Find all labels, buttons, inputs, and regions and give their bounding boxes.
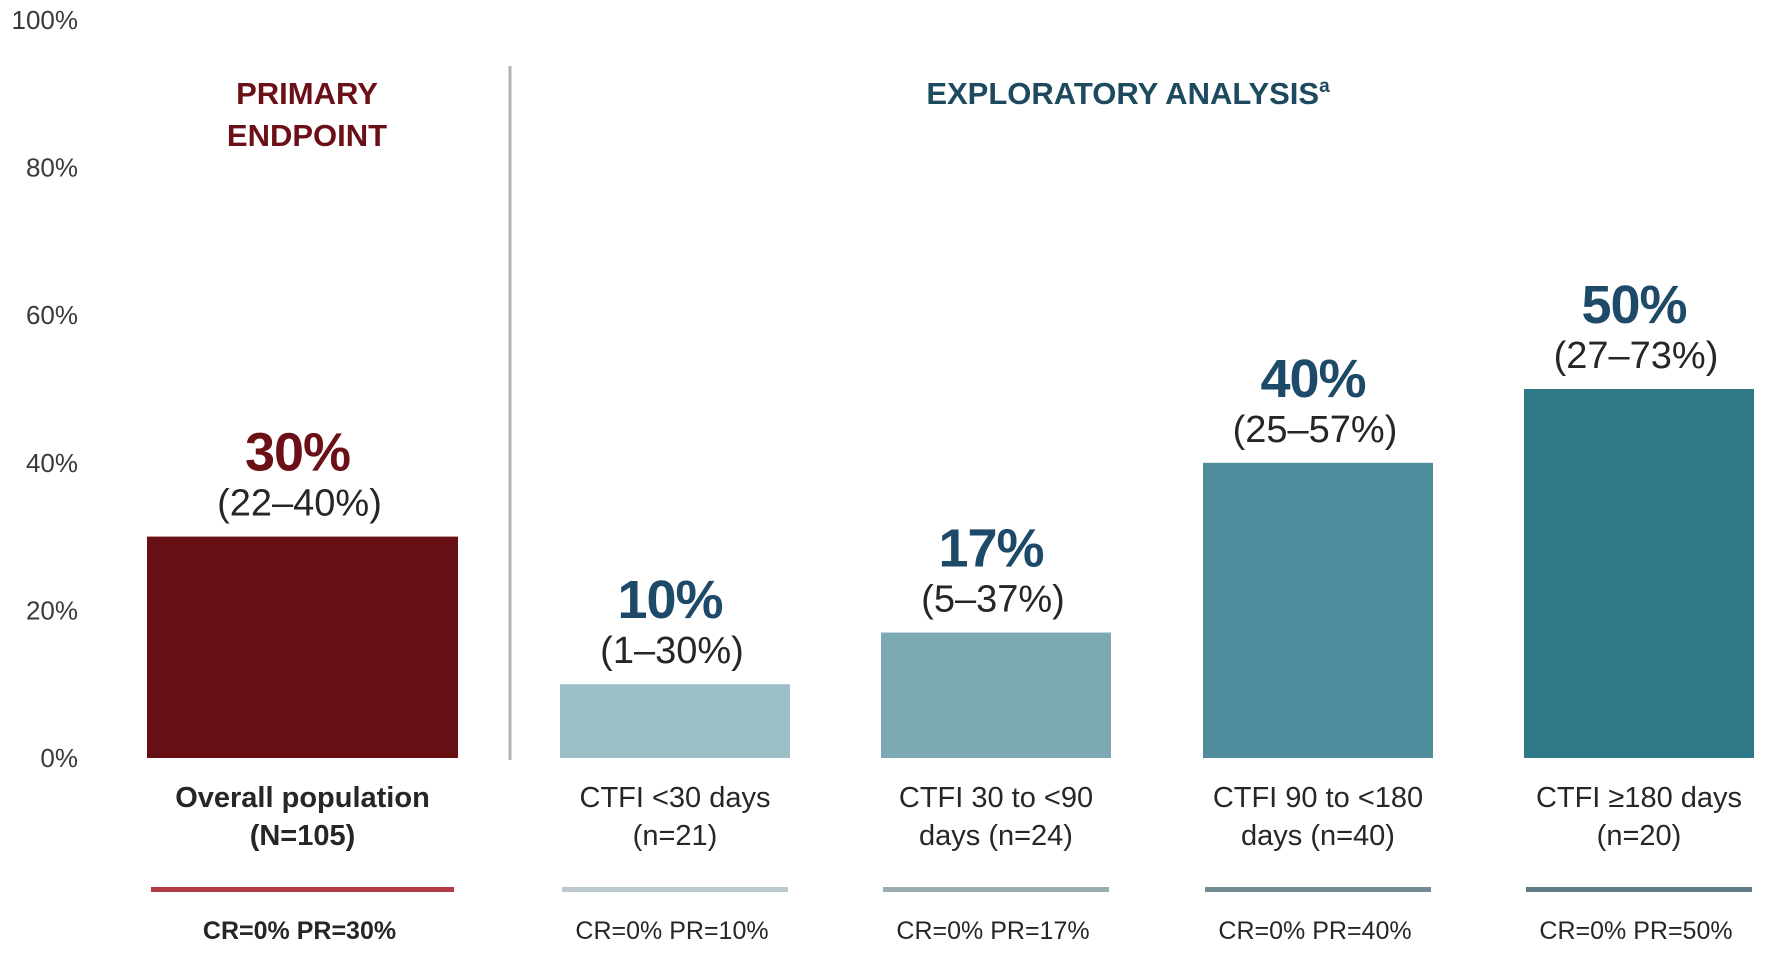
y-tick-label: 60% bbox=[26, 300, 78, 330]
category-label: days (n=24) bbox=[919, 820, 1073, 852]
bar bbox=[560, 684, 790, 758]
bar-ci-label: (1–30%) bbox=[600, 630, 744, 672]
category-underline bbox=[1526, 887, 1752, 892]
cr-pr-label: CR=0% PR=17% bbox=[896, 917, 1089, 945]
bar-ci-label: (25–57%) bbox=[1233, 409, 1398, 451]
category-label: CTFI ≥180 days bbox=[1536, 782, 1742, 814]
bar bbox=[1524, 389, 1754, 758]
category-underline bbox=[1205, 887, 1431, 892]
bar-value-label: 30% bbox=[245, 423, 350, 483]
bar-ci-label: (5–37%) bbox=[921, 579, 1065, 621]
y-tick-label: 0% bbox=[40, 743, 78, 773]
category-label: (n=20) bbox=[1597, 820, 1682, 852]
cr-pr-label: CR=0% PR=30% bbox=[203, 917, 396, 945]
category-label: CTFI 30 to <90 bbox=[899, 782, 1093, 814]
category-label: CTFI <30 days bbox=[580, 782, 771, 814]
y-tick-label: 20% bbox=[26, 595, 78, 625]
category-underline bbox=[151, 887, 454, 892]
category-label: (n=21) bbox=[633, 820, 718, 852]
cr-pr-label: CR=0% PR=10% bbox=[575, 917, 768, 945]
category-label: CTFI 90 to <180 bbox=[1213, 782, 1423, 814]
y-tick-label: 80% bbox=[26, 153, 78, 183]
exploratory-analysis-title: EXPLORATORY ANALYSIS bbox=[926, 76, 1319, 111]
category-underline bbox=[883, 887, 1109, 892]
bar-value-label: 50% bbox=[1581, 275, 1686, 335]
bar-ci-label: (27–73%) bbox=[1554, 335, 1719, 377]
bar bbox=[1203, 462, 1433, 758]
category-label: (N=105) bbox=[250, 820, 356, 852]
category-label: days (n=40) bbox=[1241, 820, 1395, 852]
exploratory-analysis-header: EXPLORATORY ANALYSISa bbox=[926, 76, 1330, 111]
bar-ci-label: (22–40%) bbox=[217, 483, 382, 525]
exploratory-analysis-superscript: a bbox=[1319, 76, 1330, 97]
bar-value-label: 40% bbox=[1260, 349, 1365, 409]
bar-value-label: 10% bbox=[617, 570, 722, 630]
category-underline bbox=[562, 887, 788, 892]
cr-pr-label: CR=0% PR=40% bbox=[1218, 917, 1411, 945]
bar-value-label: 17% bbox=[938, 519, 1043, 579]
cr-pr-label: CR=0% PR=50% bbox=[1539, 917, 1732, 945]
primary-endpoint-header: PRIMARY bbox=[236, 76, 378, 111]
y-tick-label: 40% bbox=[26, 448, 78, 478]
y-tick-label: 100% bbox=[12, 5, 79, 35]
bar bbox=[881, 632, 1111, 758]
bar bbox=[147, 536, 458, 758]
primary-endpoint-header: ENDPOINT bbox=[227, 118, 387, 153]
category-label: Overall population bbox=[175, 782, 430, 814]
